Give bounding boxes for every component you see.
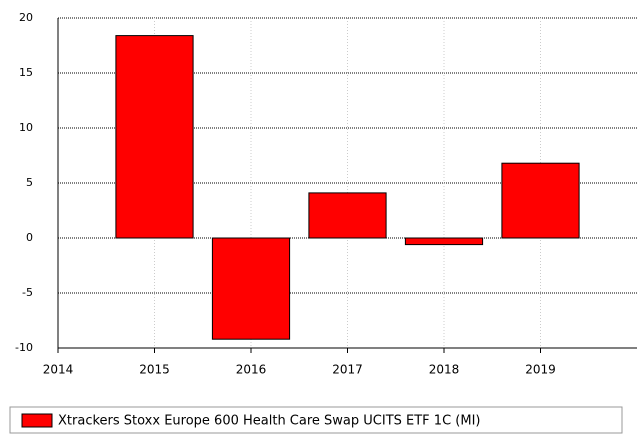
x-tick-label: 2017 <box>332 363 363 377</box>
y-tick-label: 5 <box>26 176 33 189</box>
x-tick-label: 2019 <box>525 363 556 377</box>
bar <box>211 237 291 340</box>
y-tick-label: 15 <box>19 66 33 79</box>
y-tick-label: -10 <box>15 341 33 354</box>
bar <box>308 192 387 239</box>
y-tick-label: 10 <box>19 121 33 134</box>
x-tick-label: 2018 <box>429 363 460 377</box>
y-tick-label: 20 <box>19 11 33 24</box>
legend-label: Xtrackers Stoxx Europe 600 Health Care S… <box>58 414 480 429</box>
legend-swatch <box>21 413 53 428</box>
y-tick-label: -5 <box>22 286 33 299</box>
y-tick-label: 0 <box>26 231 33 244</box>
bar <box>115 35 194 239</box>
x-tick-label: 2015 <box>139 363 170 377</box>
x-tick-label: 2014 <box>43 363 74 377</box>
bar <box>501 162 580 239</box>
bar <box>404 237 484 246</box>
x-tick-label: 2016 <box>236 363 267 377</box>
legend-box <box>9 406 623 434</box>
